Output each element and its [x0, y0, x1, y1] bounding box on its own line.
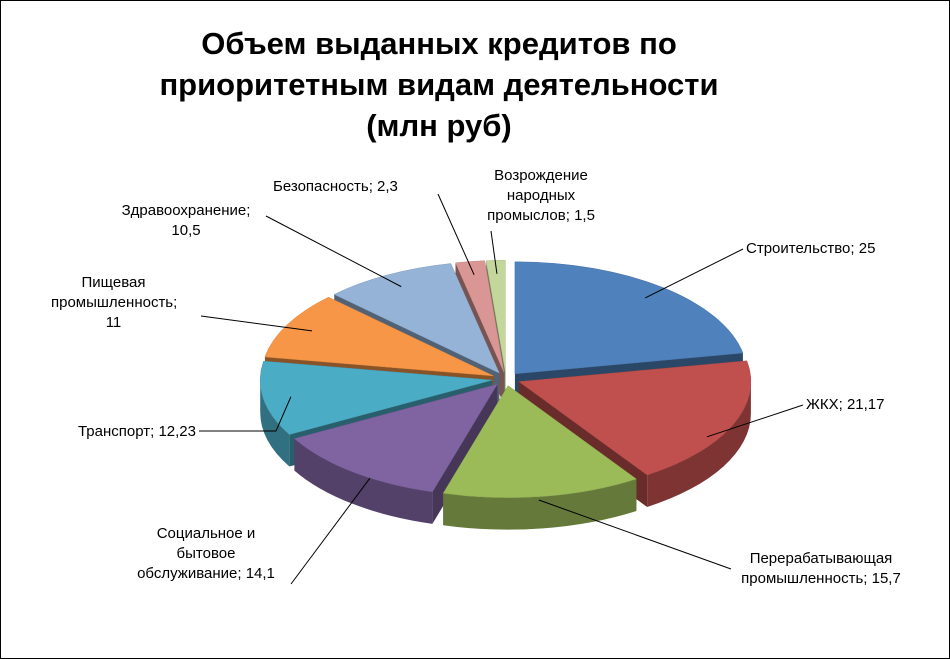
- category-label: Транспорт: [77, 423, 151, 440]
- label-separator: ;: [237, 565, 246, 582]
- leader-line: [706, 404, 804, 438]
- leader-line: [199, 396, 292, 432]
- category-label: Возрождение народных промыслов: [487, 167, 588, 224]
- value-label: 15,7: [871, 570, 901, 587]
- chart-title: Объем выданных кредитов по приоритетным …: [159, 26, 719, 143]
- leader-line: [265, 215, 402, 288]
- slice-top: [485, 259, 506, 373]
- category-label: Социальное и бытовое обслуживание: [137, 525, 256, 582]
- value-label: 2,3: [377, 178, 398, 195]
- value-label: 10,5: [171, 222, 201, 239]
- data-label: Социальное и бытовое обслуживание; 14,1: [131, 524, 281, 584]
- slice: [442, 385, 637, 530]
- category-label: Перерабатывающая промышленность: [741, 550, 893, 587]
- data-label: Перерабатывающая промышленность; 15,7: [721, 549, 921, 589]
- slice-top: [518, 360, 752, 476]
- data-label: Транспорт; 12,23: [21, 422, 196, 442]
- value-label: 25: [858, 240, 876, 257]
- leader-line: [200, 315, 313, 332]
- data-label: ЖКХ; 21,17: [806, 395, 926, 415]
- leader-line: [538, 499, 732, 570]
- leader-line: [437, 193, 475, 276]
- slice-top: [259, 360, 493, 435]
- value-label: 1,5: [574, 207, 595, 224]
- slice-top: [514, 261, 744, 375]
- label-separator: ;: [850, 240, 859, 257]
- label-separator: ;: [838, 396, 847, 413]
- slice-top: [442, 385, 637, 498]
- slice-top: [264, 296, 494, 377]
- slice-wall: [443, 479, 637, 530]
- slice-top: [293, 383, 498, 493]
- value-label: 14,1: [245, 565, 275, 582]
- data-label: Пищевая промышленность; 11: [51, 273, 178, 333]
- slice-top: [333, 263, 500, 374]
- label-separator: ;: [173, 294, 178, 311]
- category-label: ЖКХ: [806, 396, 839, 413]
- label-separator: ;: [368, 178, 378, 195]
- data-label: Здравоохранение; 10,5: [116, 201, 256, 241]
- slice-wall: [294, 438, 433, 524]
- label-separator: ;: [246, 202, 251, 219]
- label-separator: ;: [565, 207, 575, 224]
- data-label: Строительство; 25: [746, 239, 916, 259]
- slice: [293, 383, 498, 524]
- leader-line: [290, 477, 371, 585]
- value-label: 11: [105, 314, 122, 331]
- value-label: 21,17: [846, 396, 885, 413]
- slice-top: [455, 260, 505, 373]
- slice-wall: [647, 381, 751, 507]
- category-label: Здравоохранение: [121, 202, 247, 219]
- value-label: 12,23: [158, 423, 196, 440]
- data-label: Безопасность; 2,3: [273, 177, 443, 197]
- category-label: Строительство: [746, 240, 851, 257]
- label-separator: ;: [863, 570, 872, 587]
- data-label: Возрождение народных промыслов; 1,5: [471, 166, 611, 226]
- leader-line: [490, 230, 498, 274]
- category-label: Безопасность: [273, 178, 369, 195]
- category-label: Пищевая промышленность: [51, 274, 174, 311]
- slice-wall: [260, 380, 290, 467]
- leader-line: [644, 248, 744, 299]
- label-separator: ;: [150, 423, 159, 440]
